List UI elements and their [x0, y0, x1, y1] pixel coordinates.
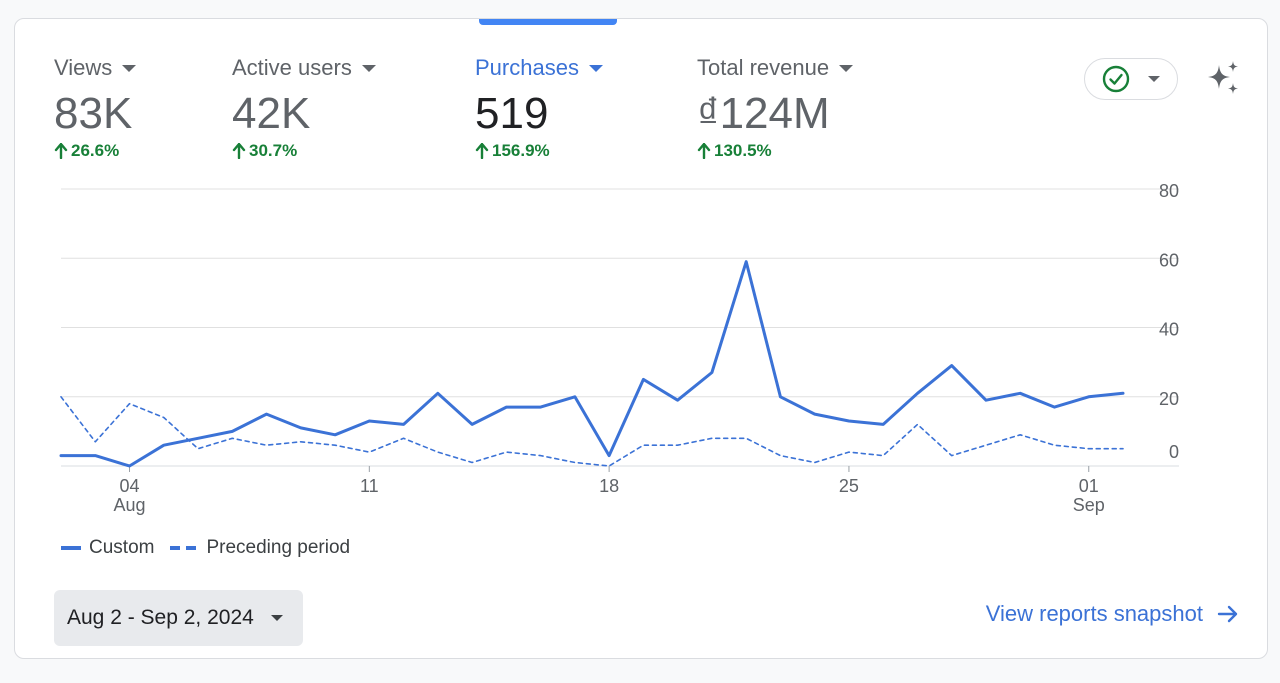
- arrow-up-icon: [697, 143, 711, 159]
- metric-label: Purchases: [475, 55, 579, 80]
- active-tab-indicator: [479, 19, 617, 25]
- arrow-up-icon: [232, 143, 246, 159]
- x-tick-label: 04: [120, 476, 140, 496]
- caret-down-icon: [588, 64, 603, 72]
- x-tick-label: 18: [599, 476, 619, 496]
- data-quality-dropdown[interactable]: [1084, 58, 1178, 100]
- legend-label: Preceding period: [206, 537, 351, 558]
- metric-change: 26.6%: [54, 141, 136, 161]
- metric-title-purchases[interactable]: Purchases: [475, 55, 603, 81]
- metric-change-value: 130.5%: [714, 141, 772, 160]
- check-circle-icon: [1102, 65, 1130, 93]
- metric-change-value: 156.9%: [492, 141, 550, 160]
- view-reports-snapshot-link[interactable]: View reports snapshot: [986, 601, 1239, 627]
- y-tick-label: 20: [1159, 389, 1179, 409]
- caret-down-icon: [361, 64, 376, 72]
- metric-value: 42K: [232, 89, 311, 138]
- metric-change: 130.5%: [697, 141, 853, 161]
- metric-change-value: 30.7%: [249, 141, 298, 160]
- metric-value: 519: [475, 89, 549, 138]
- insights-button[interactable]: [1203, 59, 1243, 99]
- caret-down-icon: [839, 64, 854, 72]
- solid-line-swatch: [61, 546, 81, 550]
- x-tick-label: 11: [360, 476, 379, 496]
- chart-legend: Custom Preceding period: [61, 537, 350, 559]
- y-tick-label: 60: [1159, 250, 1179, 270]
- caret-down-icon: [1148, 76, 1160, 82]
- series-line-preceding-period: [60, 395, 1124, 467]
- caret-down-icon: [271, 615, 283, 621]
- x-tick-month-label: Aug: [114, 495, 146, 515]
- metric-tab-active-users[interactable]: Active users 42K 30.7%: [232, 55, 376, 161]
- y-tick-label: 0: [1169, 442, 1179, 462]
- chart-series: [59, 260, 1125, 468]
- arrow-right-icon: [1217, 605, 1238, 623]
- view-link-label: View reports snapshot: [985, 601, 1203, 626]
- metric-value: ₫124M: [697, 89, 830, 138]
- metric-title-total-revenue[interactable]: Total revenue: [697, 55, 854, 81]
- metric-label: Active users: [232, 55, 352, 80]
- date-range-selector[interactable]: Aug 2 - Sep 2, 2024: [54, 590, 303, 646]
- arrow-up-icon: [475, 143, 489, 159]
- arrow-up-icon: [54, 143, 68, 159]
- sparkle-icon: [1208, 61, 1238, 94]
- y-tick-label: 40: [1159, 320, 1179, 340]
- metric-label: Total revenue: [697, 55, 830, 80]
- metric-change: 30.7%: [232, 141, 376, 161]
- metric-change-value: 26.6%: [71, 141, 120, 160]
- metric-change: 156.9%: [475, 141, 603, 161]
- legend-item-preceding: Preceding period: [170, 537, 350, 559]
- chart-y-axis: 0 20 40 60 80: [1159, 181, 1179, 462]
- series-line-custom: [59, 260, 1125, 468]
- metric-title-views[interactable]: Views: [54, 55, 137, 81]
- metric-tab-purchases[interactable]: Purchases 519 156.9%: [475, 55, 603, 161]
- date-range-label: Aug 2 - Sep 2, 2024: [67, 606, 254, 629]
- x-tick-label: 01: [1079, 476, 1099, 496]
- y-tick-label: 80: [1159, 181, 1179, 201]
- chart-grid: [61, 188, 1179, 467]
- metric-tab-total-revenue[interactable]: Total revenue ₫124M 130.5%: [697, 55, 854, 161]
- legend-label: Custom: [89, 537, 155, 558]
- metric-title-active-users[interactable]: Active users: [232, 55, 376, 81]
- caret-down-icon: [122, 64, 137, 72]
- legend-item-custom: Custom: [61, 537, 154, 559]
- metric-tab-views[interactable]: Views 83K 26.6%: [54, 55, 137, 161]
- x-tick-label: 25: [839, 476, 859, 496]
- analytics-card: Views 83K 26.6% Active users 42K 30.7% P…: [14, 18, 1268, 659]
- metric-label: Views: [54, 55, 113, 80]
- metric-value: 83K: [54, 89, 133, 138]
- dashed-line-swatch: [170, 546, 199, 550]
- x-tick-month-label: Sep: [1073, 495, 1105, 515]
